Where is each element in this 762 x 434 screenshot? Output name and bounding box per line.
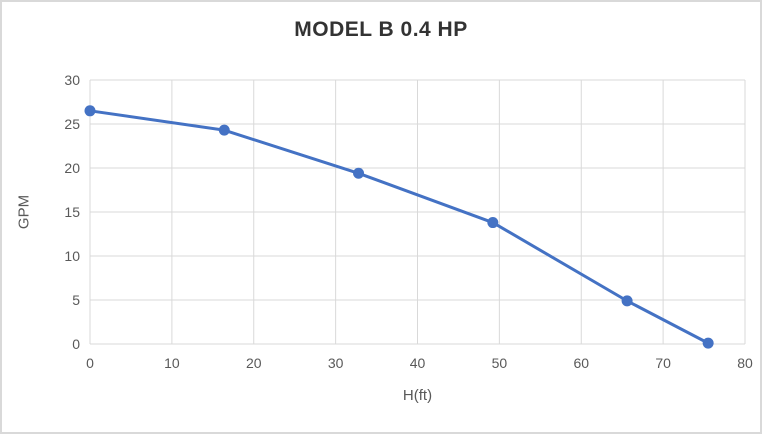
data-point-marker [702,337,714,349]
y-tick-label: 25 [64,116,80,132]
y-axis-title: GPM [15,194,33,230]
y-tick-label: 10 [64,248,80,264]
y-tick-label: 20 [64,160,80,176]
data-point-marker [218,124,230,136]
y-tick-label: 15 [64,204,80,220]
y-tick-label: 5 [72,292,80,308]
y-tick-label: 0 [72,336,80,352]
x-tick-label: 70 [655,355,671,371]
x-tick-label: 20 [246,355,262,371]
x-tick-label: 80 [737,355,753,371]
chart-title: MODEL B 0.4 HP [294,18,468,41]
x-tick-label: 40 [410,355,426,371]
x-tick-label: 10 [164,355,180,371]
x-tick-label: 60 [573,355,589,371]
data-point-marker [353,167,365,179]
x-tick-label: 0 [86,355,94,371]
x-tick-label: 50 [492,355,508,371]
data-point-marker [487,217,499,229]
data-series-line [88,109,710,345]
data-point-marker [84,105,96,117]
x-axis-title: H(ft) [402,387,433,404]
y-tick-label: 30 [64,72,80,88]
data-point-marker [621,295,633,307]
x-tick-label: 30 [328,355,344,371]
